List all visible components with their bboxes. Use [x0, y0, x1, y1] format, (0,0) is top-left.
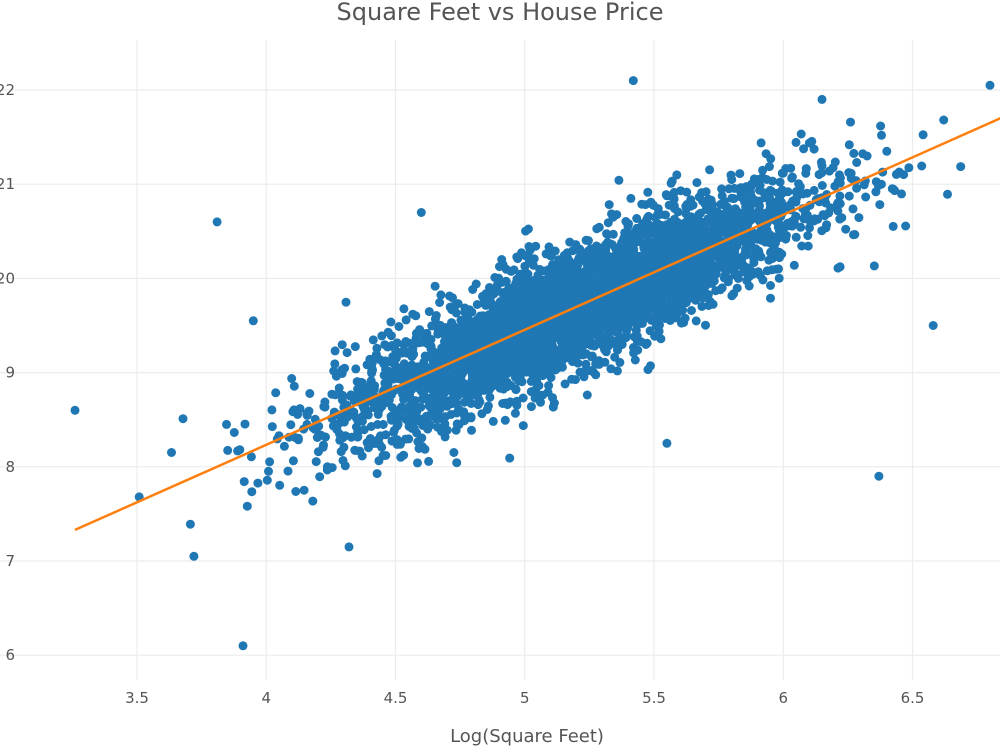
x-axis-title: Log(Square Feet) — [450, 726, 604, 747]
y-axis-ticks: 6 7 8 9 20 21 22 — [0, 81, 15, 664]
chart-title: Square Feet vs House Price — [337, 0, 664, 26]
x-tick-label: 3.5 — [125, 689, 149, 707]
y-tick-label: 22 — [0, 81, 15, 99]
x-axis-ticks: 3.5 4 4.5 5 5.5 6 6.5 — [125, 689, 924, 707]
y-tick-label: 9 — [5, 364, 15, 382]
scatter-points — [70, 76, 995, 651]
x-tick-label: 5 — [520, 689, 530, 707]
y-tick-label: 21 — [0, 175, 15, 193]
y-tick-label: 6 — [5, 646, 15, 664]
x-tick-label: 6.5 — [901, 689, 925, 707]
regression-line — [74, 117, 1000, 532]
y-tick-label: 8 — [5, 458, 15, 476]
y-tick-label: 7 — [5, 552, 15, 570]
x-tick-label: 6 — [778, 689, 788, 707]
x-tick-label: 4 — [261, 689, 271, 707]
x-tick-label: 5.5 — [642, 689, 666, 707]
x-tick-label: 4.5 — [384, 689, 408, 707]
y-tick-label: 20 — [0, 269, 15, 287]
